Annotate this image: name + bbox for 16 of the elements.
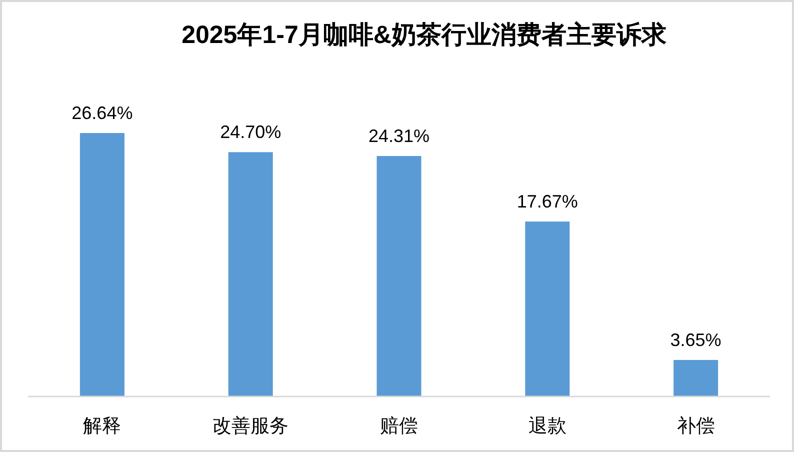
bar: [80, 133, 124, 396]
x-tick-label: 改善服务: [212, 415, 289, 437]
bar: [228, 152, 273, 396]
x-tick-label: 解释: [83, 416, 122, 437]
data-label: 17.67%: [516, 192, 578, 212]
bar: [376, 156, 422, 396]
x-tick-label: 补偿: [676, 415, 715, 437]
data-label: 24.31%: [368, 126, 430, 146]
bar: [674, 360, 718, 396]
data-label: 26.64%: [72, 103, 133, 123]
data-label: 3.65%: [670, 330, 722, 350]
x-tick-label: 退款: [528, 416, 566, 437]
chart-title: 2025年1-7月咖啡&奶茶行业消费者主要诉求: [182, 21, 668, 49]
x-tick-label: 赔偿: [380, 416, 418, 437]
bar: [525, 222, 570, 396]
data-label: 24.70%: [220, 122, 282, 142]
